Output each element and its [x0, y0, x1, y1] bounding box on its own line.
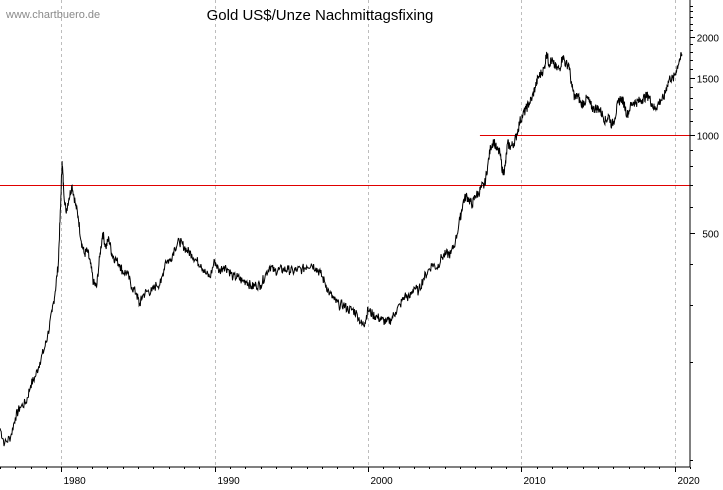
price-line — [0, 51, 683, 447]
y-tick-label-2000: 2000 — [697, 34, 720, 45]
reference-lines — [0, 135, 690, 186]
x-tick-label-2010: 2010 — [524, 476, 547, 487]
x-tick-label-1980: 1980 — [64, 476, 87, 487]
y-tick-label-1000: 1000 — [697, 132, 720, 143]
x-tick-label-2020: 2020 — [678, 476, 701, 487]
grid-layer — [61, 0, 676, 467]
chart-title: Gold US$/Unze Nachmittagsfixing — [206, 7, 434, 24]
y-tick-label-500: 500 — [702, 230, 719, 241]
x-tick-label-2000: 2000 — [371, 476, 394, 487]
x-tick-label-1990: 1990 — [218, 476, 241, 487]
y-tick-label-1500: 1500 — [697, 75, 720, 86]
watermark: www.chartbuero.de — [6, 9, 101, 21]
